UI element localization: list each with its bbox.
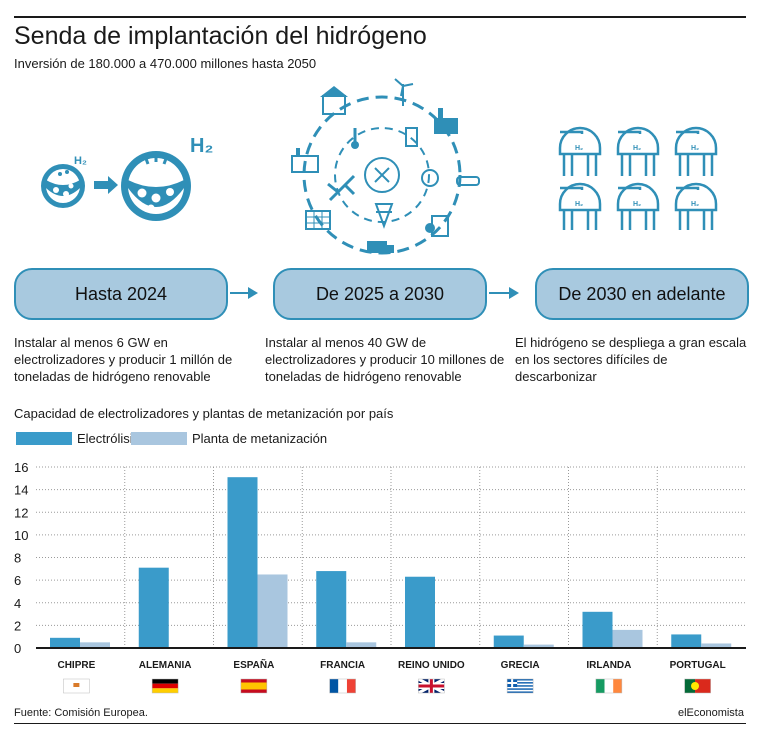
timeline-arrow [489, 292, 511, 294]
y-tick-label: 8 [14, 551, 21, 566]
hydrogen-tanks-illustration: H₂ H₂ H₂ H₂ H₂ H₂ [558, 126, 718, 230]
bar-chart: 0 2 4 6 8 10 12 14 16 CHIPRE ALEMANIA ESPAÑA FRANCIA… [14, 460, 746, 695]
bar-metanizacion [523, 644, 554, 648]
house-icon [320, 86, 348, 115]
legend-label-metanizacion: Planta de metanización [192, 431, 328, 446]
tank-h2-label: H₂ [575, 201, 583, 208]
car-icon [456, 176, 480, 186]
arrow-right-icon [248, 287, 258, 299]
factory-icon [434, 108, 458, 134]
legend-swatch-electrolisis [16, 432, 72, 445]
tank-icon [558, 182, 602, 230]
spain-flag [240, 678, 268, 694]
thermometer-icon [351, 128, 359, 149]
ireland-flag [595, 678, 623, 694]
tank-icon [674, 126, 718, 176]
truck-icon [367, 241, 394, 253]
bar-electrolisis [50, 637, 80, 648]
category-label: ALEMANIA [139, 660, 192, 671]
stage-hasta-2024: Hasta 2024 [14, 268, 228, 320]
bar-electrolisis [493, 635, 524, 648]
chart-title: Capacidad de electrolizadores y plantas … [14, 406, 394, 421]
y-tick-label: 6 [14, 573, 21, 588]
tank-h2-label: H₂ [575, 145, 583, 152]
tank-icon [674, 182, 718, 230]
stage-description: Instalar al menos 6 GW en electrolizador… [14, 335, 233, 384]
category-label: PORTUGAL [670, 660, 726, 671]
bar-metanizacion [80, 642, 110, 648]
h2-label-small: H₂ [74, 155, 87, 167]
bar-electrolisis [671, 634, 702, 648]
wind-turbine-icon [394, 78, 414, 106]
source-note: Fuente: Comisión Europea. [14, 707, 148, 719]
large-reactor-icon [121, 151, 191, 221]
tank-h2-label: H₂ [633, 145, 641, 152]
legend-swatch-metanizacion [131, 432, 187, 445]
portugal-flag [684, 678, 711, 694]
tank-icon [616, 126, 660, 176]
power-tower-icon [374, 203, 394, 229]
y-tick-label: 12 [14, 505, 28, 520]
h2-label-large: H₂ [190, 135, 213, 157]
stage-2030-adelante: De 2030 en adelante [535, 268, 749, 320]
tank-icon [558, 126, 602, 176]
bar-metanizacion [257, 574, 288, 648]
bar-metanizacion [346, 642, 377, 648]
page-title: Senda de implantación del hidrógeno [14, 22, 427, 50]
bar-metanizacion [701, 643, 732, 648]
bar-electrolisis [316, 571, 347, 648]
bar-electrolisis [405, 576, 435, 648]
tank-h2-label: H₂ [691, 145, 699, 152]
timeline-arrow [230, 292, 250, 294]
bottom-rule [14, 723, 746, 724]
stage-description: Instalar al menos 40 GW de electrolizado… [265, 335, 505, 384]
y-tick-label: 0 [14, 641, 21, 656]
y-tick-label: 4 [14, 596, 21, 611]
industry-icon [291, 148, 319, 173]
electrolysis-illustration: H₂ H₂ [41, 135, 213, 221]
category-label: REINO UNIDO [398, 660, 465, 671]
arrow-right-icon [94, 176, 118, 194]
tank-icon [616, 182, 660, 230]
category-label: GRECIA [501, 660, 540, 671]
legend-label-electrolisis: Electrólisis [77, 431, 140, 446]
y-tick-label: 10 [14, 528, 28, 543]
top-rule [14, 16, 746, 18]
france-flag [329, 678, 356, 694]
y-tick-label: 2 [14, 618, 21, 633]
category-label: IRLANDA [586, 660, 631, 671]
small-reactor-icon [41, 164, 85, 208]
h2-cell-icon [421, 169, 439, 187]
stage-2025-2030: De 2025 a 2030 [273, 268, 487, 320]
hub-arrows-icon [364, 157, 400, 193]
stage-description: El hidrógeno se despliega a gran escala … [515, 335, 747, 384]
tank-h2-label: H₂ [633, 201, 641, 208]
battery-icon [405, 127, 418, 147]
bar-electrolisis [138, 567, 169, 648]
category-label: ESPAÑA [233, 658, 274, 671]
cyprus-flag [63, 678, 90, 694]
greece-flag [506, 678, 534, 694]
uk-flag [417, 677, 446, 695]
brand-name: elEconomista [677, 707, 744, 719]
sectors-illustration [291, 78, 480, 255]
bar-electrolisis [227, 477, 258, 648]
tank-h2-label: H₂ [691, 201, 699, 208]
page-subtitle: Inversión de 180.000 a 470.000 millones … [14, 56, 317, 71]
arrow-right-icon [509, 287, 519, 299]
building-icon [425, 215, 449, 237]
category-label: CHIPRE [57, 660, 95, 671]
germany-flag [151, 678, 179, 694]
category-label: FRANCIA [320, 660, 365, 671]
solar-panel-icon [305, 210, 331, 230]
airplane-icon [327, 174, 356, 202]
y-tick-label: 16 [14, 460, 28, 475]
y-tick-label: 14 [14, 483, 28, 498]
bar-metanizacion [612, 629, 643, 648]
bar-electrolisis [582, 611, 613, 648]
